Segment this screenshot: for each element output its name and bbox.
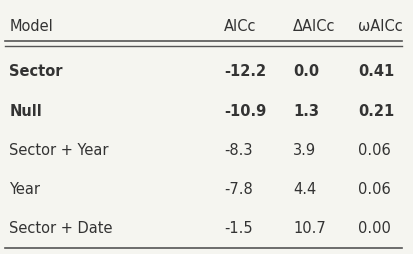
Text: 10.7: 10.7 bbox=[292, 220, 325, 235]
Text: 0.06: 0.06 bbox=[357, 181, 389, 196]
Text: 1.3: 1.3 bbox=[292, 103, 318, 118]
Text: -12.2: -12.2 bbox=[223, 64, 266, 79]
Text: 0.0: 0.0 bbox=[292, 64, 318, 79]
Text: 4.4: 4.4 bbox=[292, 181, 316, 196]
Text: ωAICc: ωAICc bbox=[357, 19, 401, 34]
Text: 3.9: 3.9 bbox=[292, 142, 316, 157]
Text: Sector + Date: Sector + Date bbox=[9, 220, 113, 235]
Text: -1.5: -1.5 bbox=[223, 220, 252, 235]
Text: 0.00: 0.00 bbox=[357, 220, 390, 235]
Text: Sector + Year: Sector + Year bbox=[9, 142, 109, 157]
Text: AICc: AICc bbox=[223, 19, 256, 34]
Text: Year: Year bbox=[9, 181, 40, 196]
Text: 0.41: 0.41 bbox=[357, 64, 393, 79]
Text: 0.06: 0.06 bbox=[357, 142, 389, 157]
Text: Null: Null bbox=[9, 103, 42, 118]
Text: -7.8: -7.8 bbox=[223, 181, 252, 196]
Text: -10.9: -10.9 bbox=[223, 103, 266, 118]
Text: Model: Model bbox=[9, 19, 53, 34]
Text: -8.3: -8.3 bbox=[223, 142, 252, 157]
Text: 0.21: 0.21 bbox=[357, 103, 393, 118]
Text: Sector: Sector bbox=[9, 64, 63, 79]
Text: ΔAICc: ΔAICc bbox=[292, 19, 335, 34]
